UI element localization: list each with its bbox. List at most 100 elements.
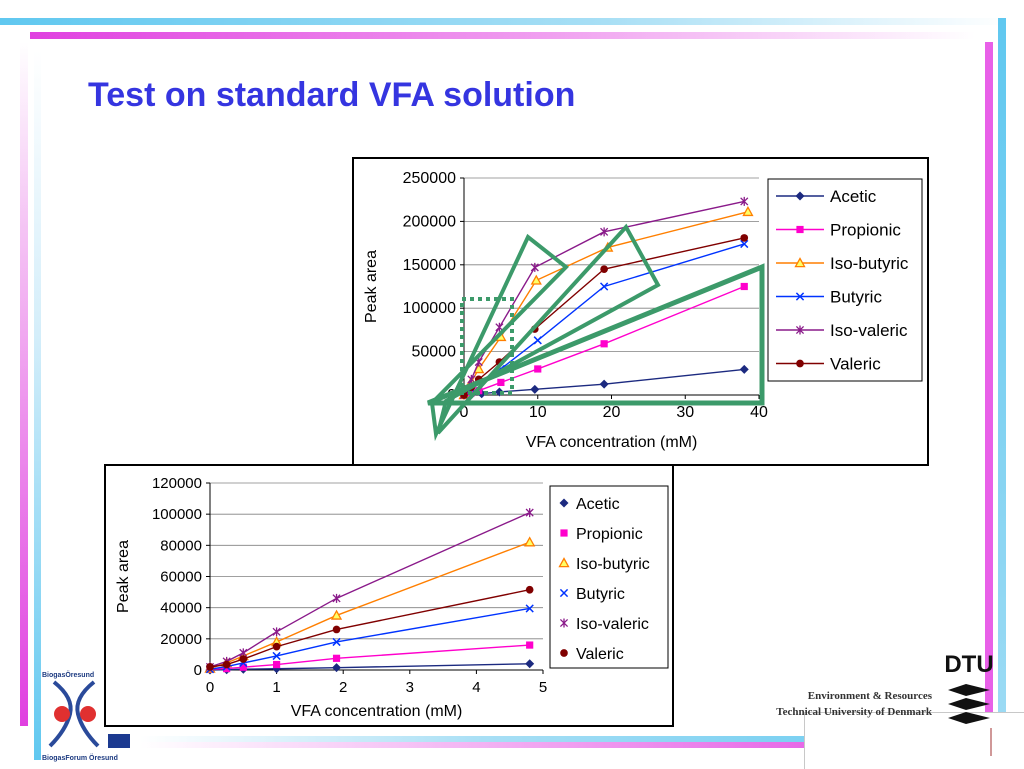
legend-marker [795,191,805,201]
highlight-wedge-2 [436,223,661,435]
right-magenta-band [985,42,993,768]
data-point [332,637,341,647]
legend-box [767,178,923,382]
y-tick-label: 200000 [403,213,456,230]
data-point [525,604,534,613]
legend-label: Butyric [576,586,625,603]
data-point [272,627,281,637]
x-tick-label: 0 [206,679,214,696]
y-axis-label: Peak area [115,540,132,613]
logo-left-dot-right [80,706,96,722]
data-point [239,663,247,671]
legend-label: Iso-butyric [576,556,650,573]
data-point [272,642,281,651]
data-point [600,340,608,348]
top-magenta-band [30,32,975,39]
legend-label: Valeric [830,355,881,374]
data-point [533,336,542,345]
data-point [332,625,341,634]
x-axis-label: VFA concentration (mM) [526,434,698,451]
logo-left-dot-left [54,706,70,722]
left-cyan-band [34,50,41,760]
legend-label: Valeric [576,646,624,663]
y-tick-label: 100000 [152,506,202,523]
footer-department: Environment & Resources [807,690,932,702]
y-tick-label: 40000 [160,600,202,617]
data-point [222,660,231,669]
legend-marker [796,359,804,368]
y-tick-label: 100000 [403,300,456,317]
legend-label: Iso-butyric [830,254,909,273]
x-tick-label: 20 [603,404,621,421]
data-point [272,651,281,661]
y-tick-label: 80000 [160,537,202,554]
x-tick-label: 3 [406,679,414,696]
y-tick-label: 0 [194,662,202,679]
data-point [206,663,214,671]
dtu-logo-stripe-1 [948,684,990,696]
slide-title: Test on standard VFA solution [88,76,576,114]
y-tick-label: 50000 [412,344,457,361]
y-tick-label: 120000 [152,475,202,492]
series-line [209,541,530,670]
dtu-logo-stripe-2 [948,698,990,710]
logo-frame [804,712,1024,769]
data-point [223,664,231,673]
data-point [530,262,539,272]
data-point [525,585,534,594]
legend-marker [795,325,805,335]
data-point [332,654,341,662]
data-point [497,378,505,387]
data-point [525,659,535,669]
data-point [526,641,534,649]
legend-label: Acetic [830,187,877,206]
biogas-oresund-logo: BiogasÖresund BiogasForum Öresund [42,670,130,762]
data-point [740,234,749,242]
bottom-cyan-band [140,736,1000,743]
highlight-wedge-3 [427,263,765,406]
highlight-wedge-1 [429,233,569,442]
logo-left-arc-right [75,680,100,748]
y-tick-label: 20000 [160,631,202,648]
data-point [740,282,748,291]
y-tick-label: 150000 [403,257,456,274]
eu-flag-icon [108,734,130,748]
dtu-logo-text: DTU [944,651,993,678]
legend-label: Iso-valeric [830,321,908,340]
legend-label: Butyric [830,288,882,307]
dtu-logo-stripe-3 [948,712,990,724]
legend-marker [560,649,568,657]
legend-marker [559,618,569,628]
footer-university: Technical University of Denmark [776,706,932,718]
data-point [525,508,534,518]
x-tick-label: 30 [676,404,694,421]
data-point [534,365,542,373]
x-tick-label: 4 [472,679,480,696]
legend-marker [559,588,569,598]
legend-marker [559,498,569,508]
legend-box [549,485,669,669]
y-axis-label: Peak area [363,250,380,323]
chart-full-range: 0 50000 100000 150000 200000 250000 0 10 20 30 40 V… [352,157,929,466]
legend-label: Iso-valeric [576,616,649,633]
right-cyan-band [998,18,1006,768]
legend-marker [558,557,570,568]
dtu-logo: DTU [944,651,994,756]
data-point [742,206,754,217]
x-axis-label: VFA concentration (mM) [291,703,463,720]
series-line [209,644,530,670]
low-range-highlight-box [460,297,514,395]
legend-label: Propionic [576,526,643,543]
data-point [330,609,343,620]
data-point [740,239,749,249]
chart-low-range-svg: 0 20000 40000 60000 80000 100000 120000 0 1 2 3 4 5 V… [115,475,669,720]
left-magenta-band [20,42,28,726]
legend-marker [560,529,568,537]
data-point [599,379,609,389]
data-point [740,196,749,206]
data-point [239,655,248,663]
data-point [272,664,282,674]
bottom-magenta-band [140,742,985,748]
x-tick-label: 0 [460,404,469,421]
